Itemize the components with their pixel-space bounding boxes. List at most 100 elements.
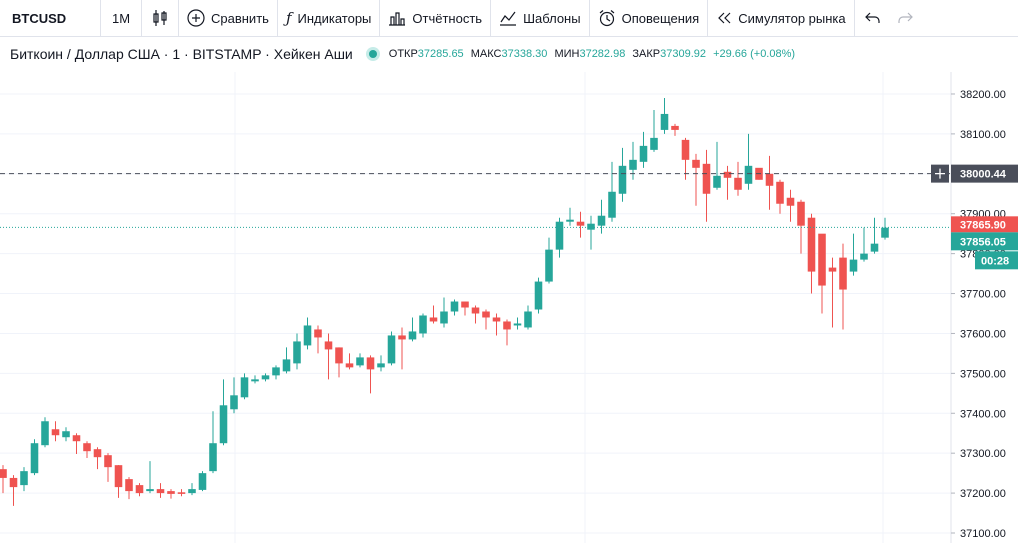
candles-icon [152,9,168,27]
candle-body [461,301,469,308]
chart-legend: Биткоин / Доллар США · 1 · BITSTAMP · Хе… [10,46,799,62]
candle [797,199,805,254]
candle [93,447,102,470]
candle-body [146,489,154,492]
candle [860,227,868,262]
candle-body [167,491,175,494]
candle-body [314,329,322,338]
candle-body [776,181,784,204]
candle-body [629,159,637,170]
candle [303,317,312,350]
candle [387,331,396,366]
candle-body [419,315,427,334]
financials-button[interactable]: Отчётность [380,0,490,37]
symbol-description[interactable]: Биткоин / Доллар США · 1 · BITSTAMP · Хе… [10,46,353,62]
price-chart[interactable]: 38200.0038100.0038000.0037900.0037800.00… [0,72,1018,543]
price-tick-label: 37500.00 [960,368,1006,380]
crosshair-price-tag: 38000.44 [951,164,1018,183]
candle [545,237,553,284]
candle [702,149,711,222]
candle [681,137,690,180]
indicators-label: Индикаторы [297,10,372,26]
symbol-search-button[interactable]: BTCUSD [12,10,67,26]
low-value: 37282.98 [579,48,626,60]
candle [482,309,490,330]
countdown-tag-bg [975,251,1018,270]
price-tick-label: 37400.00 [960,408,1006,420]
candle [587,215,595,250]
candle-body [618,165,627,194]
toolbar-divider [588,0,590,37]
candle-body [177,492,186,494]
candle-body [660,113,669,130]
redo-button[interactable] [891,0,919,37]
candle [51,421,60,442]
candle-body [125,479,133,492]
candle [555,217,564,258]
undo-button[interactable] [855,0,891,37]
candle-body [198,473,207,490]
templates-button[interactable]: Шаблоны [491,0,589,37]
candle-body [450,301,459,312]
alerts-button[interactable]: Оповещения [590,0,708,37]
candle [744,133,753,190]
candle-body [261,375,270,380]
candle [450,299,459,316]
add-alert-icon-shape [935,168,945,179]
candle-body [828,267,837,272]
candle-body [219,405,228,444]
replay-button[interactable]: Симулятор рынка [708,0,853,37]
candle [272,365,280,380]
candle [20,467,28,492]
chart-style-button[interactable] [142,0,178,37]
price-axis[interactable]: 38200.0038100.0038000.0037900.0037800.00… [951,89,1006,540]
candle-body [251,379,259,382]
countdown-tag-text: 00:28 [981,255,1009,267]
candle-body [587,223,595,230]
templates-label: Шаблоны [523,10,581,26]
candle-body [597,215,606,226]
candle-body [156,489,165,494]
candle-body [62,431,70,438]
candle-body [240,377,249,398]
crosshair-price-tag-bg [951,164,1018,183]
price-tick-label: 37100.00 [960,528,1006,540]
candle [177,489,186,497]
toolbar-divider [276,0,278,37]
compare-button[interactable]: Сравнить [179,0,277,37]
candle-body [608,191,616,218]
candle-body [303,325,312,346]
candle [734,161,742,196]
candle [398,327,406,370]
candle-body [818,233,826,286]
candle-body [83,443,91,452]
candle [408,317,417,342]
candle [839,243,847,330]
candle [104,453,112,482]
line-chart-icon [499,10,517,26]
toolbar-divider [707,0,709,37]
candle [282,347,291,374]
candle [786,189,795,222]
candle-body [471,307,480,314]
candle-body [639,145,648,162]
indicators-button[interactable]: ƒ Индикаторы [278,0,379,37]
add-alert-icon[interactable] [931,164,949,183]
candle [618,147,627,202]
candle-body [387,335,396,364]
interval-button[interactable]: 1M [111,10,131,26]
candle-body [671,125,679,130]
last-price-tag-red-text: 37865.90 [960,219,1006,231]
candle-body [765,173,774,186]
candle [198,471,207,492]
function-icon: ƒ [285,9,292,27]
candle-body [51,429,60,436]
candle [9,475,18,506]
candle [251,375,259,384]
candle-body [870,243,879,252]
candle-body [650,137,658,150]
bar-chart-icon [388,10,406,26]
candle-body [797,201,805,226]
candle-body [104,455,112,468]
candle [324,333,333,380]
